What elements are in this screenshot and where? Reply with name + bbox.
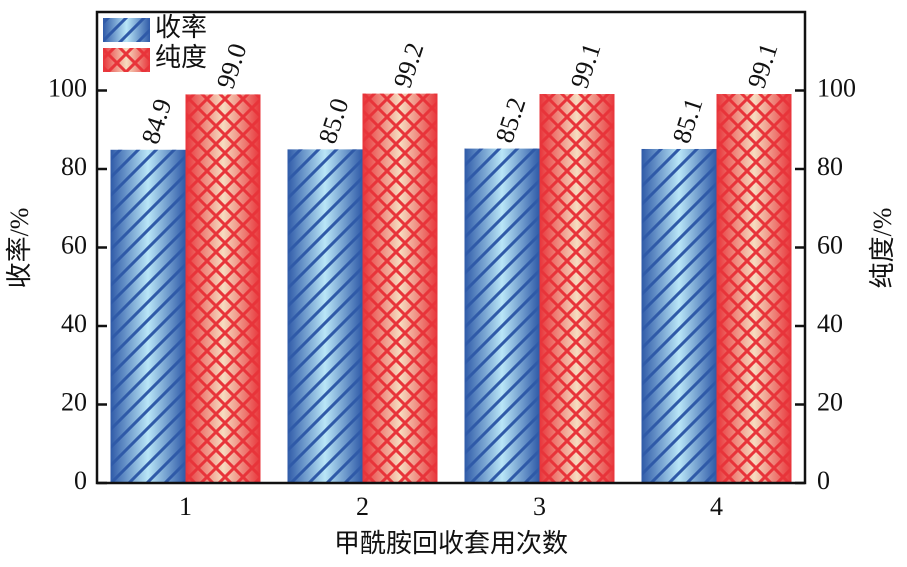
bar-hatch — [716, 94, 792, 483]
legend-label: 收率 — [155, 13, 207, 42]
y-tick-label: 20 — [61, 387, 87, 416]
y-tick-label: 60 — [61, 230, 87, 259]
bar-hatch — [539, 94, 615, 483]
bar-hatch — [362, 93, 438, 483]
y2-tick-label: 100 — [817, 73, 856, 102]
y2-axis-label: 纯度/% — [868, 208, 897, 289]
legend-swatch-hatch — [103, 18, 150, 42]
bar-hatch — [464, 148, 540, 483]
y2-tick-label: 20 — [817, 387, 843, 416]
y-tick-label: 100 — [48, 73, 87, 102]
value-label: 85.0 — [313, 95, 355, 147]
y-tick-label: 80 — [61, 152, 87, 181]
value-label: 85.1 — [667, 94, 709, 146]
y2-tick-label: 60 — [817, 230, 843, 259]
value-label: 99.0 — [211, 40, 253, 92]
y-tick-label: 40 — [61, 309, 87, 338]
x-tick-label: 2 — [356, 492, 369, 521]
value-label: 84.9 — [136, 95, 178, 147]
bar-hatch — [110, 149, 186, 483]
y2-tick-label: 80 — [817, 152, 843, 181]
legend-swatch-hatch — [103, 48, 150, 72]
x-tick-label: 3 — [533, 492, 546, 521]
y2-tick-label: 40 — [817, 309, 843, 338]
bar-hatch — [641, 148, 717, 484]
bar-hatch — [287, 149, 363, 483]
value-label: 99.1 — [742, 39, 784, 91]
bar-hatch — [185, 94, 261, 484]
plot-frame — [95, 10, 807, 485]
x-tick-label: 4 — [710, 492, 723, 521]
x-tick-label: 1 — [179, 492, 192, 521]
legend-label: 纯度 — [155, 43, 207, 72]
y-tick-label: 0 — [74, 466, 87, 495]
value-label: 99.1 — [565, 39, 607, 91]
y2-tick-label: 0 — [817, 466, 830, 495]
value-label: 85.2 — [490, 94, 532, 146]
y-axis-label: 收率/% — [5, 208, 34, 289]
x-axis-label: 甲酰胺回收套用次数 — [334, 529, 568, 558]
value-label: 99.2 — [388, 39, 430, 91]
